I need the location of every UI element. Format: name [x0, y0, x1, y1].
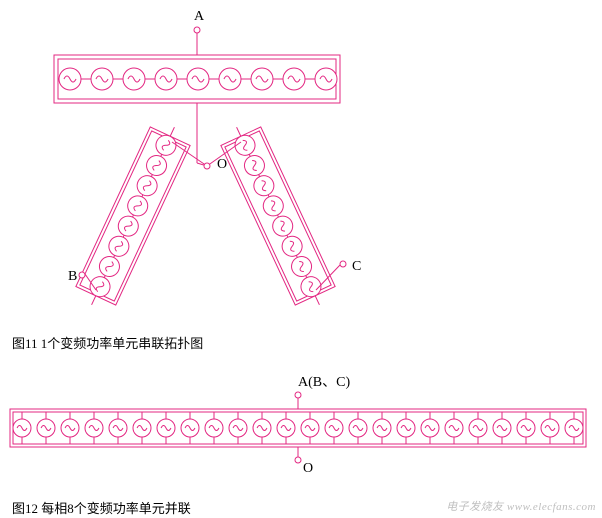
svg-text:B: B	[68, 269, 77, 284]
watermark-text: 电子发烧友 www.elecfans.com	[446, 498, 596, 514]
svg-text:A: A	[194, 9, 205, 24]
figure-12-caption: 图12 每相8个变频功率单元并联	[12, 498, 191, 517]
figure-11-diagram: A B C O	[0, 0, 602, 330]
svg-text:O: O	[303, 461, 313, 476]
svg-text:A(B、C): A(B、C)	[298, 375, 350, 390]
svg-text:O: O	[217, 157, 227, 172]
figure-11-caption: 图11 1个变频功率单元串联拓扑图	[12, 333, 203, 352]
figure-12-diagram: A(B、C) O	[0, 360, 602, 480]
svg-text:C: C	[352, 259, 361, 274]
